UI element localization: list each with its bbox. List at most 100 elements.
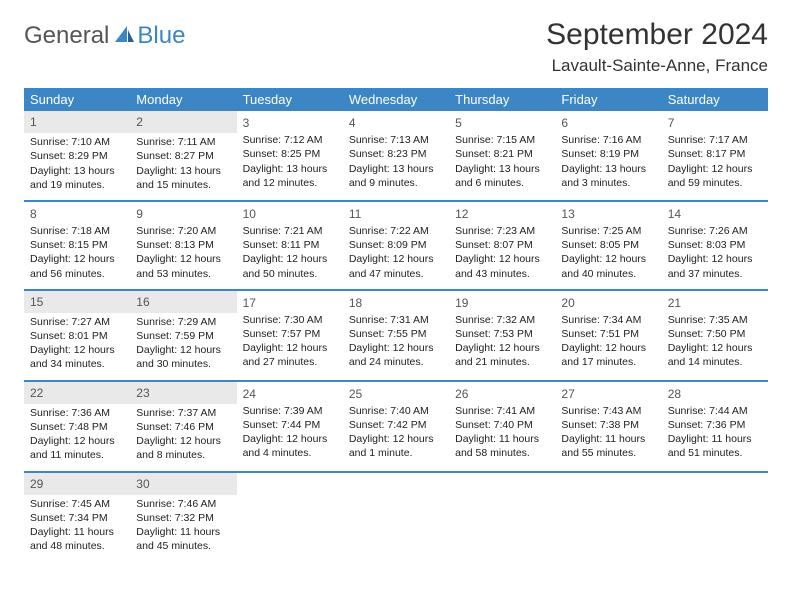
sunrise-line: Sunrise: 7:45 AM [30, 497, 124, 511]
sunrise-line: Sunrise: 7:31 AM [349, 313, 443, 327]
day-header: Sunday [24, 88, 130, 111]
calendar-header-row: SundayMondayTuesdayWednesdayThursdayFrid… [24, 88, 768, 111]
calendar-cell: 21Sunrise: 7:35 AMSunset: 7:50 PMDayligh… [662, 290, 768, 381]
daylight-line: Daylight: 11 hours and 55 minutes. [561, 432, 655, 460]
sunset-line: Sunset: 8:21 PM [455, 147, 549, 161]
sunset-line: Sunset: 8:29 PM [30, 149, 124, 163]
month-title: September 2024 [546, 18, 768, 52]
sunset-line: Sunset: 7:51 PM [561, 327, 655, 341]
day-number: 14 [668, 206, 762, 222]
day-number: 28 [668, 386, 762, 402]
calendar-cell: 12Sunrise: 7:23 AMSunset: 8:07 PMDayligh… [449, 201, 555, 290]
daylight-line: Daylight: 13 hours and 15 minutes. [136, 164, 230, 192]
day-number: 25 [349, 386, 443, 402]
calendar-cell: 30Sunrise: 7:46 AMSunset: 7:32 PMDayligh… [130, 472, 236, 562]
day-number: 15 [24, 291, 130, 313]
sunrise-line: Sunrise: 7:37 AM [136, 406, 230, 420]
calendar-cell: 13Sunrise: 7:25 AMSunset: 8:05 PMDayligh… [555, 201, 661, 290]
day-header: Friday [555, 88, 661, 111]
calendar-cell: 26Sunrise: 7:41 AMSunset: 7:40 PMDayligh… [449, 381, 555, 472]
daylight-line: Daylight: 12 hours and 50 minutes. [243, 252, 337, 280]
sunset-line: Sunset: 8:13 PM [136, 238, 230, 252]
day-number: 22 [24, 382, 130, 404]
sunset-line: Sunset: 7:55 PM [349, 327, 443, 341]
calendar-cell: 22Sunrise: 7:36 AMSunset: 7:48 PMDayligh… [24, 381, 130, 472]
daylight-line: Daylight: 13 hours and 9 minutes. [349, 162, 443, 190]
calendar-cell: 23Sunrise: 7:37 AMSunset: 7:46 PMDayligh… [130, 381, 236, 472]
calendar-cell: 10Sunrise: 7:21 AMSunset: 8:11 PMDayligh… [237, 201, 343, 290]
daylight-line: Daylight: 13 hours and 12 minutes. [243, 162, 337, 190]
calendar-cell [343, 472, 449, 562]
logo-text-general: General [24, 22, 109, 50]
sunrise-line: Sunrise: 7:46 AM [136, 497, 230, 511]
daylight-line: Daylight: 12 hours and 14 minutes. [668, 341, 762, 369]
day-number: 21 [668, 295, 762, 311]
day-number: 7 [668, 115, 762, 131]
sunrise-line: Sunrise: 7:32 AM [455, 313, 549, 327]
sunset-line: Sunset: 8:17 PM [668, 147, 762, 161]
day-number: 26 [455, 386, 549, 402]
day-number: 11 [349, 206, 443, 222]
daylight-line: Daylight: 12 hours and 27 minutes. [243, 341, 337, 369]
day-number: 18 [349, 295, 443, 311]
daylight-line: Daylight: 12 hours and 59 minutes. [668, 162, 762, 190]
daylight-line: Daylight: 12 hours and 24 minutes. [349, 341, 443, 369]
sunset-line: Sunset: 7:53 PM [455, 327, 549, 341]
sunrise-line: Sunrise: 7:13 AM [349, 133, 443, 147]
day-number: 23 [130, 382, 236, 404]
daylight-line: Daylight: 12 hours and 8 minutes. [136, 434, 230, 462]
day-number: 20 [561, 295, 655, 311]
day-number: 19 [455, 295, 549, 311]
calendar-cell: 15Sunrise: 7:27 AMSunset: 8:01 PMDayligh… [24, 290, 130, 381]
sunrise-line: Sunrise: 7:12 AM [243, 133, 337, 147]
sunrise-line: Sunrise: 7:30 AM [243, 313, 337, 327]
sunset-line: Sunset: 7:38 PM [561, 418, 655, 432]
location-label: Lavault-Sainte-Anne, France [546, 56, 768, 76]
calendar-cell: 2Sunrise: 7:11 AMSunset: 8:27 PMDaylight… [130, 111, 236, 201]
day-number: 8 [30, 206, 124, 222]
day-number: 1 [24, 111, 130, 133]
sunset-line: Sunset: 7:48 PM [30, 420, 124, 434]
calendar-cell: 20Sunrise: 7:34 AMSunset: 7:51 PMDayligh… [555, 290, 661, 381]
daylight-line: Daylight: 12 hours and 47 minutes. [349, 252, 443, 280]
daylight-line: Daylight: 13 hours and 6 minutes. [455, 162, 549, 190]
daylight-line: Daylight: 12 hours and 56 minutes. [30, 252, 124, 280]
sunset-line: Sunset: 8:23 PM [349, 147, 443, 161]
day-header: Tuesday [237, 88, 343, 111]
logo-sail-icon [113, 24, 135, 49]
sunset-line: Sunset: 8:15 PM [30, 238, 124, 252]
logo-text-blue: Blue [137, 22, 185, 50]
day-number: 24 [243, 386, 337, 402]
day-number: 9 [136, 206, 230, 222]
sunset-line: Sunset: 8:03 PM [668, 238, 762, 252]
day-header: Wednesday [343, 88, 449, 111]
sunset-line: Sunset: 7:59 PM [136, 329, 230, 343]
calendar-cell [555, 472, 661, 562]
sunset-line: Sunset: 7:34 PM [30, 511, 124, 525]
title-block: September 2024 Lavault-Sainte-Anne, Fran… [546, 18, 768, 76]
daylight-line: Daylight: 12 hours and 37 minutes. [668, 252, 762, 280]
sunrise-line: Sunrise: 7:35 AM [668, 313, 762, 327]
calendar-cell [662, 472, 768, 562]
sunset-line: Sunset: 7:44 PM [243, 418, 337, 432]
day-number: 12 [455, 206, 549, 222]
sunset-line: Sunset: 7:40 PM [455, 418, 549, 432]
calendar-cell: 11Sunrise: 7:22 AMSunset: 8:09 PMDayligh… [343, 201, 449, 290]
calendar-cell: 29Sunrise: 7:45 AMSunset: 7:34 PMDayligh… [24, 472, 130, 562]
calendar-cell: 9Sunrise: 7:20 AMSunset: 8:13 PMDaylight… [130, 201, 236, 290]
sunrise-line: Sunrise: 7:22 AM [349, 224, 443, 238]
day-number: 4 [349, 115, 443, 131]
daylight-line: Daylight: 12 hours and 30 minutes. [136, 343, 230, 371]
sunrise-line: Sunrise: 7:39 AM [243, 404, 337, 418]
daylight-line: Daylight: 12 hours and 11 minutes. [30, 434, 124, 462]
calendar-cell: 8Sunrise: 7:18 AMSunset: 8:15 PMDaylight… [24, 201, 130, 290]
daylight-line: Daylight: 13 hours and 3 minutes. [561, 162, 655, 190]
day-number: 29 [24, 473, 130, 495]
calendar-cell: 18 Sunrise: 7:31 AMSunset: 7:55 PMDayligh… [343, 290, 449, 381]
sunrise-line: Sunrise: 7:43 AM [561, 404, 655, 418]
day-number: 17 [243, 295, 337, 311]
sunset-line: Sunset: 7:57 PM [243, 327, 337, 341]
daylight-line: Daylight: 12 hours and 1 minute. [349, 432, 443, 460]
sunrise-line: Sunrise: 7:27 AM [30, 315, 124, 329]
sunrise-line: Sunrise: 7:44 AM [668, 404, 762, 418]
